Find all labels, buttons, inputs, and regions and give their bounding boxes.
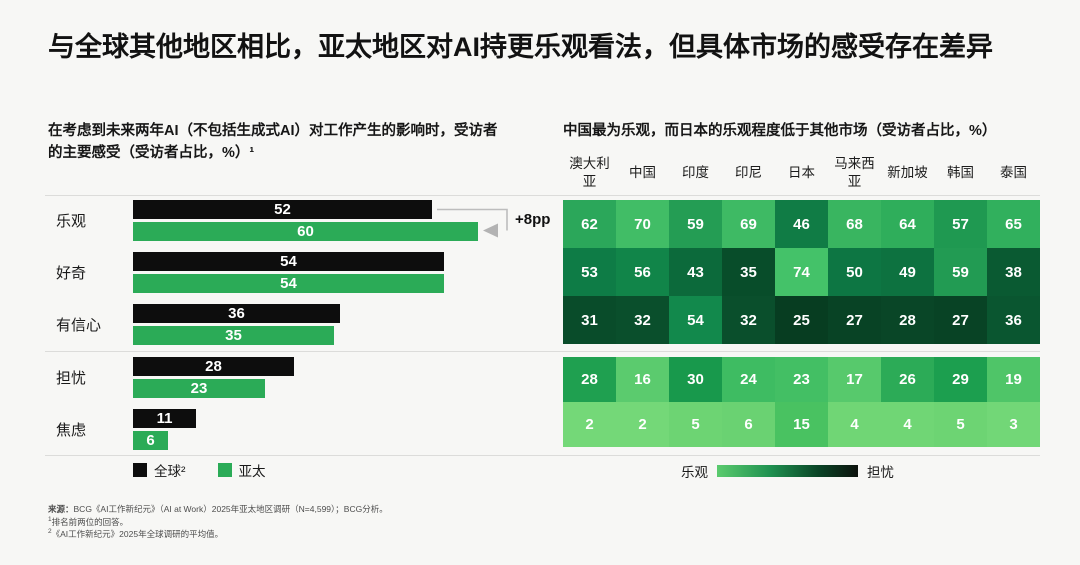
legend-label-global: 全球²: [154, 464, 186, 479]
apac-bar: 6: [133, 431, 168, 450]
heatmap-cell: 59: [669, 200, 722, 248]
global-bar: 36: [133, 304, 340, 323]
global-bar: 11: [133, 409, 196, 428]
heatmap-column-header: 马来西亚: [834, 156, 875, 189]
heatmap-column-header: 印度: [682, 165, 709, 181]
heatmap-cell: 28: [881, 296, 934, 344]
footer: 来源：BCG《AI工作新纪元》（AI at Work）2025年亚太地区调研（N…: [48, 504, 948, 539]
legend-item-apac: 亚太: [217, 460, 266, 480]
bar-chart-legend: 全球² 亚太: [133, 460, 266, 480]
legend-item-global: 全球²: [133, 460, 186, 480]
heatmap-cell: 2: [616, 402, 669, 447]
page-title: 与全球其他地区相比，亚太地区对AI持更乐观看法，但具体市场的感受存在差异: [48, 32, 993, 62]
heatmap-cell: 32: [722, 296, 775, 344]
heatmap-cell: 26: [881, 357, 934, 402]
heatmap-cell: 3: [987, 402, 1040, 447]
global-swatch-icon: [133, 463, 147, 477]
heatmap-subtitle: 中国最为乐观，而日本的乐观程度低于其他市场（受访者占比，%）: [563, 123, 997, 139]
footnote-2: 2《AI工作新纪元》2025年全球调研的平均值。: [48, 527, 224, 539]
category-label: 乐观: [56, 213, 87, 230]
heatmap-cell: 5: [669, 402, 722, 447]
apac-bar: 23: [133, 379, 265, 398]
heatmap-cell: 68: [828, 200, 881, 248]
apac-swatch-icon: [217, 463, 232, 477]
heatmap-column-header: 韩国: [947, 165, 974, 181]
heatmap-cell: 27: [934, 296, 987, 344]
chart-canvas: 乐观 52 60 好奇 54 54 有信心 36 35 担忧 28 23 焦虑 11 6 62 70 59 69 4…: [45, 195, 1040, 457]
heatmap-cell: 50: [828, 248, 881, 296]
heatmap-column-header: 泰国: [1000, 165, 1027, 181]
heatmap-cell: 70: [616, 200, 669, 248]
global-bar: 54: [133, 252, 444, 271]
divider-middle: [45, 351, 1040, 352]
heatmap-cell: 38: [987, 248, 1040, 296]
heatmap-column-header: 印尼: [735, 165, 762, 181]
heatmap-cell: 49: [881, 248, 934, 296]
category-label: 焦虑: [56, 422, 87, 439]
heatmap-cell: 54: [669, 296, 722, 344]
divider-top: [45, 195, 1040, 196]
heatmap-cell: 28: [563, 357, 616, 402]
heatmap-cell: 57: [934, 200, 987, 248]
source-line: 来源：BCG《AI工作新纪元》（AI at Work）2025年亚太地区调研（N…: [48, 504, 948, 515]
heatmap-scale-legend: 乐观 担忧: [681, 461, 894, 481]
divider-bottom: [45, 455, 1040, 456]
source-text: BCG《AI工作新纪元》（AI at Work）2025年亚太地区调研（N=4,…: [73, 504, 388, 514]
heatmap-cell: 32: [616, 296, 669, 344]
heatmap-cell: 4: [828, 402, 881, 447]
heatmap-cell: 74: [775, 248, 828, 296]
heatmap-column-header: 中国: [629, 165, 656, 181]
heatmap-cell: 25: [775, 296, 828, 344]
heatmap-cell: 65: [987, 200, 1040, 248]
heatmap-cell: 35: [722, 248, 775, 296]
delta-annotation: +8pp: [515, 211, 551, 228]
heatmap-cell: 15: [775, 402, 828, 447]
heatmap-cell: 4: [881, 402, 934, 447]
category-label: 好奇: [56, 265, 87, 282]
bar-chart-subtitle: 在考虑到未来两年AI（不包括生成式AI）对工作产生的影响时，受访者的主要感受（受…: [48, 123, 498, 161]
heatmap-cell: 53: [563, 248, 616, 296]
heatmap-cell: 17: [828, 357, 881, 402]
scale-label-worried: 担忧: [867, 465, 894, 480]
heatmap-cell: 59: [934, 248, 987, 296]
heatmap-cell: 6: [722, 402, 775, 447]
category-label: 担忧: [56, 370, 87, 387]
delta-arrow-icon: [437, 208, 508, 238]
heatmap-cell: 2: [563, 402, 616, 447]
legend-label-apac: 亚太: [238, 464, 266, 479]
heatmap-cell: 27: [828, 296, 881, 344]
heatmap-cell: 46: [775, 200, 828, 248]
heatmap-cell: 43: [669, 248, 722, 296]
heatmap-cell: 24: [722, 357, 775, 402]
heatmap-cell: 31: [563, 296, 616, 344]
heatmap-cell: 64: [881, 200, 934, 248]
heatmap-cell: 62: [563, 200, 616, 248]
scale-label-optimistic: 乐观: [681, 465, 708, 480]
category-label: 有信心: [56, 317, 102, 334]
heatmap-column-header: 澳大利亚: [569, 156, 610, 189]
heatmap-column-header: 日本: [788, 165, 815, 181]
heatmap-column-header: 新加坡: [887, 165, 928, 181]
footnote-1: 1排名前两位的回答。: [48, 515, 129, 527]
global-bar: 52: [133, 200, 432, 219]
heatmap-cell: 69: [722, 200, 775, 248]
heatmap-cell: 16: [616, 357, 669, 402]
heatmap-cell: 36: [987, 296, 1040, 344]
source-label: 来源：: [48, 504, 74, 514]
heatmap-cell: 5: [934, 402, 987, 447]
heatmap-cell: 19: [987, 357, 1040, 402]
heatmap-cell: 56: [616, 248, 669, 296]
heatmap-column-headers: 澳大利亚 中国 印度 印尼 日本 马来西亚 新加坡 韩国 泰国: [45, 150, 1040, 196]
global-bar: 28: [133, 357, 294, 376]
apac-bar: 54: [133, 274, 444, 293]
color-scale-gradient-icon: [717, 465, 858, 477]
heatmap-cell: 29: [934, 357, 987, 402]
apac-bar: 60: [133, 222, 478, 241]
heatmap-cell: 30: [669, 357, 722, 402]
heatmap-cell: 23: [775, 357, 828, 402]
apac-bar: 35: [133, 326, 334, 345]
